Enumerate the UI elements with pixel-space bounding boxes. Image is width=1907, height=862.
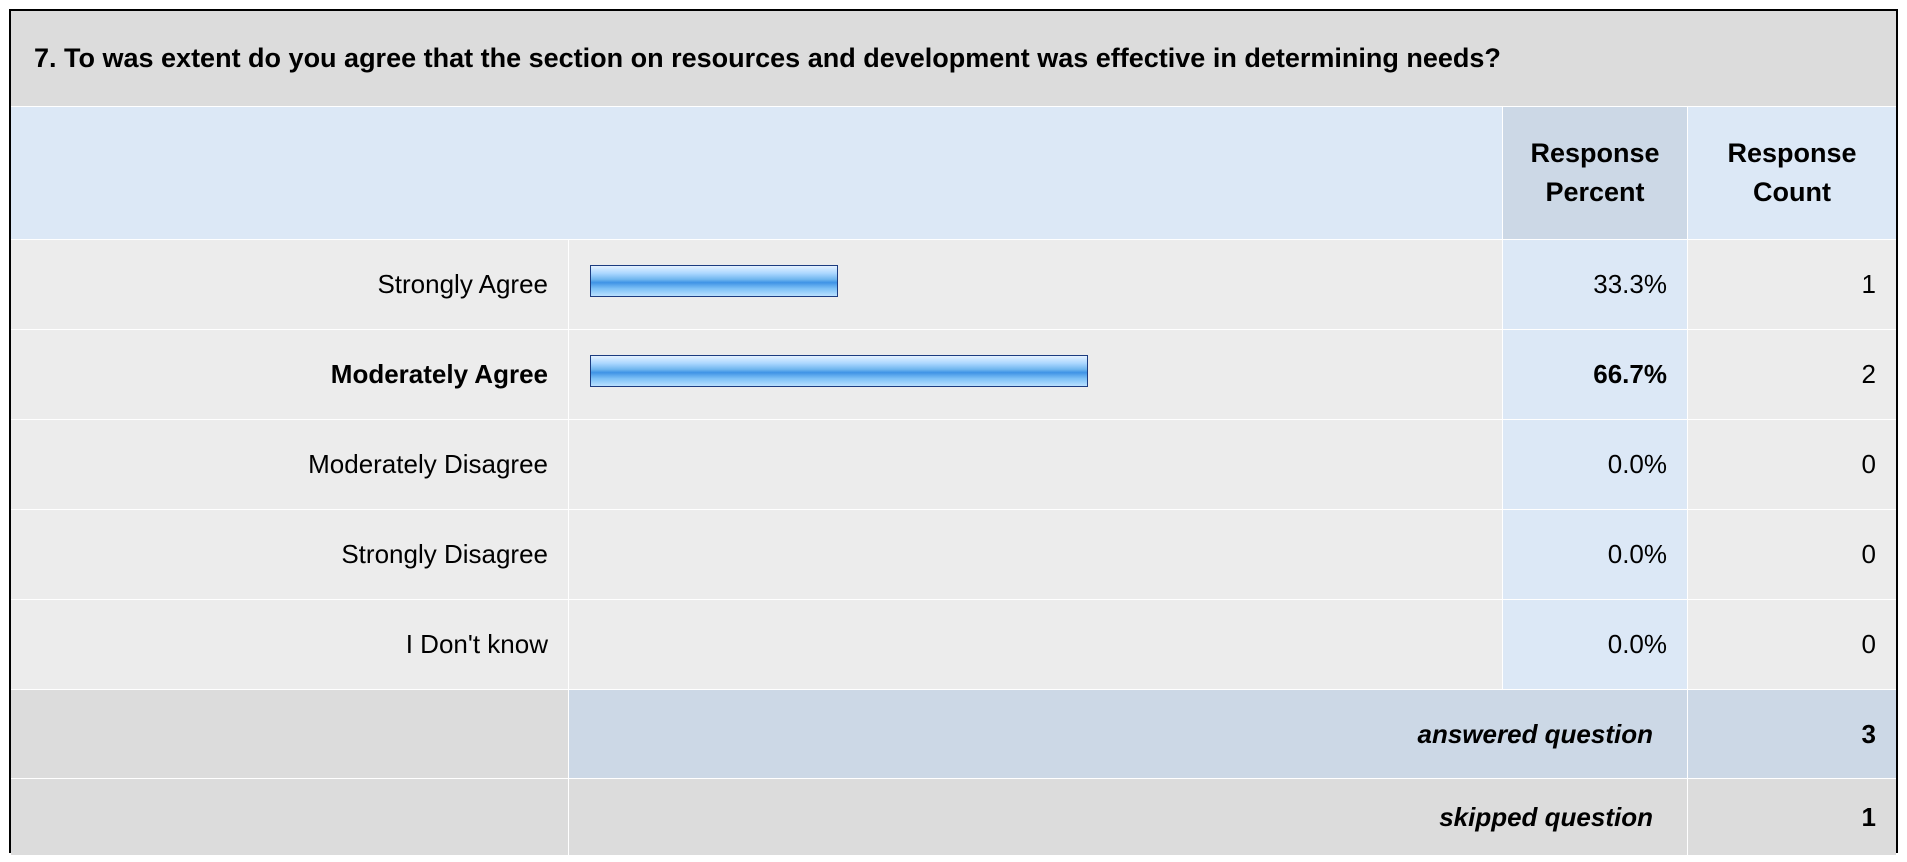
response-percent: 66.7% xyxy=(1502,330,1687,419)
response-count: 2 xyxy=(1687,330,1896,419)
response-count-header-line1: Response xyxy=(1727,134,1856,173)
answer-label: Strongly Disagree xyxy=(11,510,568,599)
table-row: Moderately Agree 66.7% 2 xyxy=(11,330,1896,420)
answer-label: Moderately Disagree xyxy=(11,420,568,509)
bar-cell xyxy=(568,330,1502,419)
table-row: Strongly Disagree 0.0% 0 xyxy=(11,510,1896,600)
question-title: 7. To was extent do you agree that the s… xyxy=(34,11,1501,106)
response-percent: 33.3% xyxy=(1502,240,1687,329)
skipped-question-label: skipped question xyxy=(568,779,1687,855)
answer-label: I Don't know xyxy=(11,600,568,689)
table-row: I Don't know 0.0% 0 xyxy=(11,600,1896,690)
survey-results-table: 7. To was extent do you agree that the s… xyxy=(9,9,1898,853)
bar-cell xyxy=(568,240,1502,329)
answer-label: Strongly Agree xyxy=(11,240,568,329)
answered-question-row: answered question 3 xyxy=(11,690,1896,779)
response-percent-header: Response Percent xyxy=(1502,107,1687,239)
response-count: 0 xyxy=(1687,510,1896,599)
response-count: 0 xyxy=(1687,600,1896,689)
table-header-row: Response Percent Response Count xyxy=(11,107,1896,240)
bar-cell xyxy=(568,510,1502,599)
response-percent: 0.0% xyxy=(1502,420,1687,509)
response-count: 1 xyxy=(1687,240,1896,329)
question-title-row: 7. To was extent do you agree that the s… xyxy=(11,11,1896,107)
answered-question-value: 3 xyxy=(1687,690,1896,778)
skipped-question-spacer xyxy=(11,779,568,855)
response-bar xyxy=(590,355,1088,387)
response-percent-header-line1: Response xyxy=(1530,134,1659,173)
response-bar xyxy=(590,265,838,297)
answered-question-spacer xyxy=(11,690,568,778)
answered-question-label: answered question xyxy=(568,690,1687,778)
answer-label: Moderately Agree xyxy=(11,330,568,419)
bar-cell xyxy=(568,600,1502,689)
response-count-header-line2: Count xyxy=(1727,173,1856,212)
response-percent: 0.0% xyxy=(1502,600,1687,689)
response-count-header: Response Count xyxy=(1687,107,1896,239)
skipped-question-row: skipped question 1 xyxy=(11,779,1896,855)
table-row: Moderately Disagree 0.0% 0 xyxy=(11,420,1896,510)
response-count: 0 xyxy=(1687,420,1896,509)
response-percent-header-line2: Percent xyxy=(1530,173,1659,212)
table-row: Strongly Agree 33.3% 1 xyxy=(11,240,1896,330)
bar-cell xyxy=(568,420,1502,509)
skipped-question-value: 1 xyxy=(1687,779,1896,855)
response-percent: 0.0% xyxy=(1502,510,1687,599)
